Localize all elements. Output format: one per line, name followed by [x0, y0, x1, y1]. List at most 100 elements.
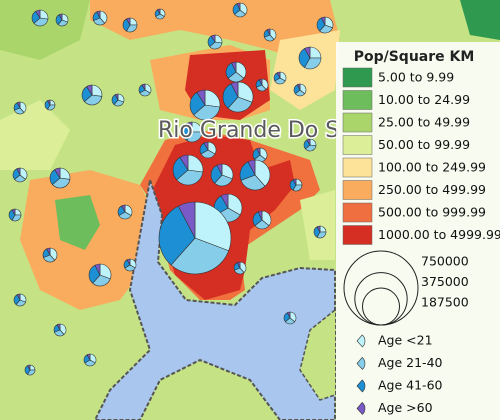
pie-wedge: [126, 17, 131, 27]
pie-wedge: [16, 167, 21, 176]
pie-wedge: [356, 401, 366, 415]
pie-wedge: [320, 16, 326, 26]
pie-wedge: [58, 13, 63, 21]
pie-wedge: [141, 83, 146, 92]
pie-wedge: [47, 99, 51, 107]
pie-wedge: [231, 61, 237, 73]
pie-wedge: [298, 48, 311, 68]
pie-symbols: [8, 2, 334, 376]
pie-wedge: [203, 141, 209, 152]
legend-swatch: [342, 67, 373, 88]
age-label: Age <21: [378, 333, 433, 348]
pie-wedge: [157, 8, 161, 16]
map-label: Rio Grande Do S: [158, 118, 339, 143]
pie-wedge: [227, 96, 253, 113]
pie-wedge: [126, 258, 131, 267]
legend-label: 25.00 to 49.99: [378, 115, 470, 130]
pie-wedge: [261, 210, 272, 227]
legend-title: Pop/Square KM: [354, 49, 475, 65]
legend-swatch: [342, 225, 373, 245]
size-circle: [362, 287, 400, 326]
region: [300, 190, 335, 260]
pie-wedge: [177, 201, 196, 239]
pie-wedge: [356, 379, 366, 393]
pie-wedge: [179, 154, 189, 172]
pie-wedge: [170, 237, 230, 275]
legend-swatch: [342, 180, 373, 200]
region: [0, 0, 90, 60]
pie-wedge: [16, 293, 21, 301]
pie-wedge: [276, 71, 281, 80]
age-label: Age 41-60: [378, 378, 443, 393]
pie-wedge: [196, 89, 206, 107]
pie-wedge: [316, 225, 321, 234]
pie-wedge: [210, 34, 216, 44]
pie-wedge: [216, 163, 223, 176]
size-label: 187500: [421, 295, 469, 310]
legend-label: 50.00 to 99.99: [378, 137, 470, 152]
region: [0, 100, 70, 170]
age-label: Age 21-40: [378, 355, 443, 370]
pie-wedge: [56, 323, 61, 331]
pie-wedge: [356, 334, 366, 348]
pie-wedge: [266, 28, 271, 36]
pie-wedge: [86, 84, 93, 97]
region: [90, 0, 340, 60]
pie-wedge: [158, 205, 196, 266]
pie-wedge: [52, 177, 71, 189]
pie-wedge: [292, 178, 297, 187]
legend-swatch: [342, 90, 373, 110]
legend-swatch: [342, 112, 373, 133]
pie-wedge: [296, 83, 301, 91]
legend-swatch: [342, 202, 373, 223]
pie-wedge: [94, 263, 101, 276]
pie-wedge: [114, 93, 119, 101]
land: [299, 309, 336, 401]
pie-wedge: [286, 311, 291, 319]
pie-wedge: [11, 208, 16, 217]
pie-wedge: [194, 201, 232, 252]
region: [460, 0, 500, 40]
pie-wedge: [258, 78, 263, 86]
pie-wedge: [256, 147, 261, 156]
pie-wedge: [220, 193, 229, 210]
pie-wedge: [96, 10, 101, 19]
age-label: Age >60: [378, 400, 433, 415]
pie-wedge: [236, 261, 241, 269]
pie-wedge: [240, 174, 266, 191]
legend-label: 250.00 to 499.99: [378, 182, 486, 197]
age-icon: [356, 334, 366, 348]
pie-wedge: [27, 364, 31, 372]
pie-wedge: [304, 46, 311, 60]
legend-label: 10.00 to 24.99: [378, 92, 470, 107]
pie-wedge: [121, 204, 126, 214]
age-icon: [356, 401, 366, 415]
legend-label: 1000.00 to 4999.99: [378, 227, 500, 242]
pie-wedge: [235, 61, 247, 79]
age-icon: [356, 379, 366, 393]
pie-wedge: [257, 210, 263, 221]
size-label: 750000: [421, 254, 469, 269]
pie-wedge: [237, 81, 254, 103]
pie-wedge: [176, 169, 204, 186]
region: [55, 195, 100, 250]
pie-wedge: [236, 2, 241, 11]
pie-wedge: [306, 138, 311, 147]
legend-label: 500.00 to 999.99: [378, 205, 486, 220]
pie-wedge: [254, 159, 271, 187]
legend: 5.00 to 9.99 10.00 to 24.99 25.00 to 49.99…: [342, 67, 500, 415]
pie-wedge: [86, 353, 91, 362]
legend-label: 100.00 to 249.99: [378, 160, 486, 175]
size-label: 375000: [421, 274, 469, 289]
pie-wedge: [356, 356, 366, 370]
age-icon: [356, 356, 366, 370]
pie-wedge: [46, 247, 51, 256]
pie-wedge: [186, 121, 193, 134]
legend-label: 5.00 to 9.99: [378, 70, 454, 85]
pie-wedge: [35, 9, 41, 20]
pie-wedge: [16, 101, 21, 109]
legend-swatch: [342, 135, 373, 155]
pie-wedge: [222, 83, 239, 109]
pie-wedge: [54, 167, 61, 180]
